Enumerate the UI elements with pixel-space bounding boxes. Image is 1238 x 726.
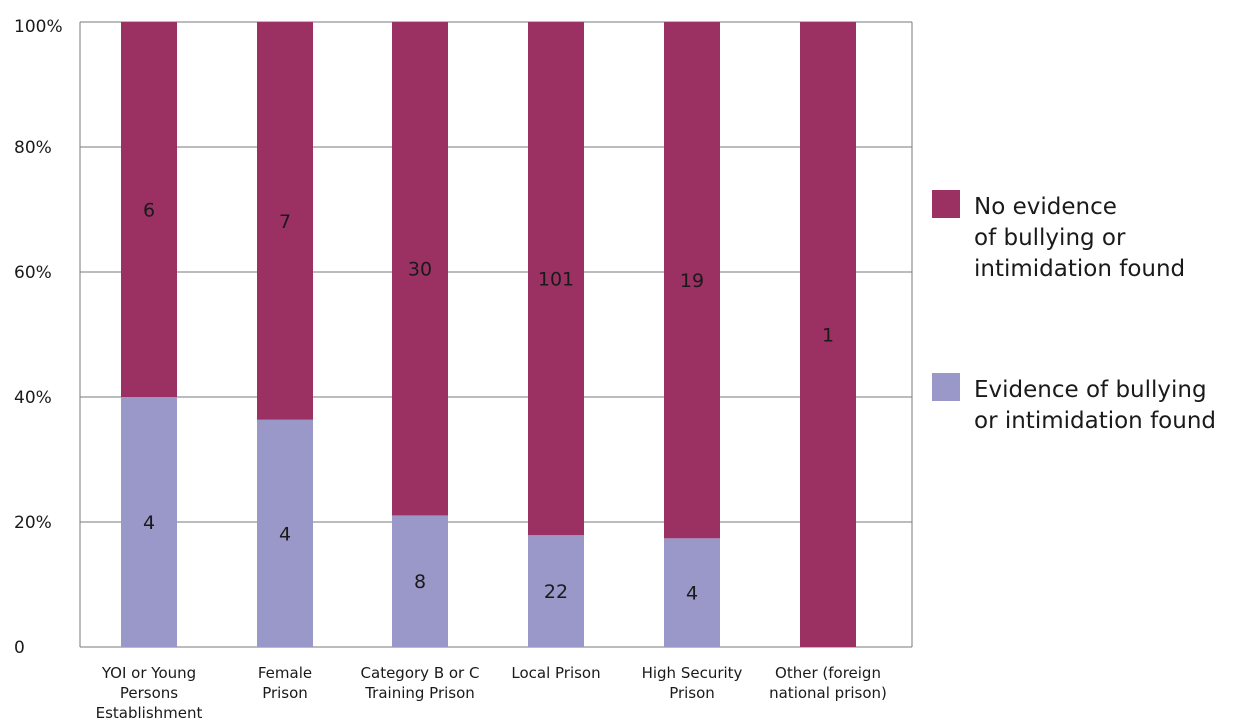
bar-segment-no-evidence [800,22,856,647]
bar-segment-evidence [392,515,448,647]
gridlines [79,21,913,648]
legend-label: No evidence of bullying or intimidation fo… [974,194,1185,282]
bar-value-labels: 4 6 4 7 8 30 22 101 4 19 1 [143,200,834,605]
y-tick-label: 100% [14,17,63,37]
bar-segment-no-evidence [528,22,584,536]
bar-value-label: 8 [414,571,426,593]
x-tick-label: High Security Prison [642,664,743,702]
y-axis-ticks: 0 20% 40% 60% 80% 100% [14,17,63,658]
bar-value-label: 101 [538,269,574,291]
bar-value-label: 30 [408,259,432,281]
bar-value-label: 22 [544,581,568,603]
bar-value-label: 19 [680,270,704,292]
bar-segment-evidence [664,538,720,647]
x-axis-ticks: YOI or Young Persons Establishment Female Pr… [96,664,887,722]
bar-value-label: 7 [279,211,291,233]
x-tick-label: Local Prison [511,664,600,682]
y-tick-label: 60% [14,263,52,283]
y-tick-label: 80% [14,138,52,158]
legend-swatch [932,190,960,218]
bar-value-label: 4 [143,512,155,534]
bars [121,22,856,647]
bar-segment-evidence [528,535,584,647]
bar-value-label: 6 [143,200,155,222]
y-tick-label: 0 [14,638,25,658]
bar-segment-no-evidence [257,22,313,420]
bar-segment-no-evidence [664,22,720,539]
x-tick-label: Category B or C Training Prison [361,664,480,702]
y-tick-label: 40% [14,388,52,408]
legend: No evidence of bullying or intimidation fo… [932,190,1216,434]
legend-swatch [932,373,960,401]
bar-value-label: 4 [279,523,291,545]
x-tick-label: Female Prison [258,664,312,702]
bar-segment-no-evidence [392,22,448,516]
x-tick-label: YOI or Young Persons Establishment [96,664,203,722]
bar-segment-no-evidence [121,22,177,397]
bar-segment-evidence [121,397,177,647]
x-tick-label: Other (foreign national prison) [769,664,887,702]
y-tick-label: 20% [14,513,52,533]
bar-value-label: 1 [822,325,834,347]
legend-label: Evidence of bullying or intimidation foun… [974,377,1216,434]
bar-value-label: 4 [686,583,698,605]
bar-segment-evidence [257,419,313,647]
